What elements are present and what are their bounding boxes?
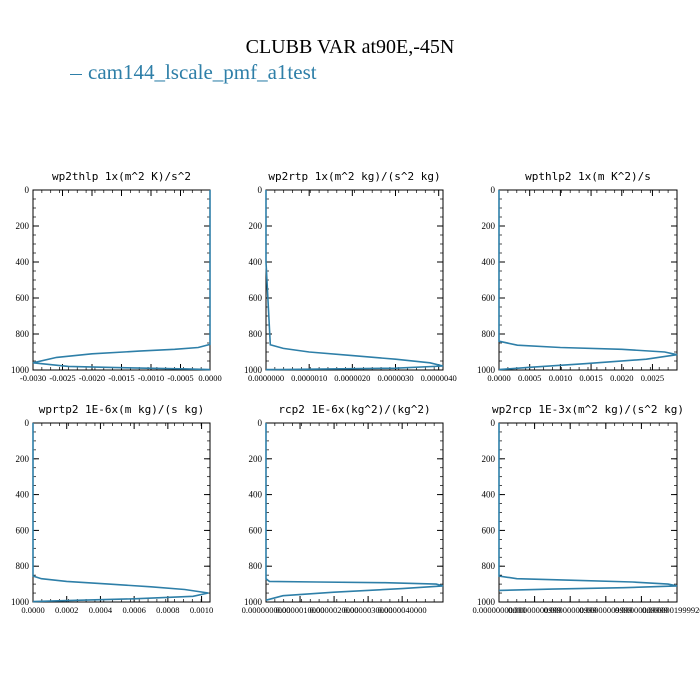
panel-title-3: wpthlp2 1x(m K^2)/s — [525, 170, 651, 183]
panel-frame-2 — [265, 189, 444, 371]
x-tick-label: 0.0000020 — [334, 373, 370, 383]
page-title: CLUBB VAR at90E,-45N — [245, 36, 455, 58]
y-tick-label: 1000 — [244, 365, 263, 375]
legend: cam144_lscale_pmf_a1test — [70, 60, 317, 85]
x-tick-label: 0.0000040 — [421, 373, 457, 383]
y-tick-label: 1000 — [477, 597, 496, 607]
y-tick-label: 200 — [249, 454, 263, 464]
x-tick-label: 0.0008 — [156, 605, 179, 615]
x-tick-label: 0.0000040000 — [378, 605, 427, 615]
series-line-panel-3 — [498, 190, 678, 371]
y-tick-label: 400 — [16, 257, 30, 267]
y-tick-label: 600 — [482, 525, 496, 535]
y-tick-label: 800 — [16, 561, 30, 571]
x-tick-label: 0.00000000999 — [544, 605, 597, 615]
y-tick-label: 800 — [249, 561, 263, 571]
y-tick-label: 400 — [249, 490, 263, 500]
y-tick-label: 600 — [16, 293, 30, 303]
x-tick-label: 0.0006 — [122, 605, 145, 615]
x-tick-label: 0.0010 — [549, 373, 572, 383]
legend-line-swatch — [70, 73, 82, 75]
y-tick-label: 200 — [249, 221, 263, 231]
x-tick-label: 0.00000000999 — [508, 605, 561, 615]
y-tick-label: 0 — [25, 418, 30, 428]
x-tick-label: 0.0000010 — [291, 373, 327, 383]
y-tick-label: 600 — [482, 293, 496, 303]
y-tick-label: 400 — [249, 257, 263, 267]
panel-title-2: wp2rtp 1x(m^2 kg)/(s^2 kg) — [268, 170, 440, 183]
y-tick-label: 1000 — [244, 597, 263, 607]
x-tick-label: -0.0015 — [108, 373, 134, 383]
x-tick-label: 0.0000 — [487, 373, 510, 383]
legend-label: cam144_lscale_pmf_a1test — [88, 60, 317, 84]
y-tick-label: 1000 — [477, 365, 496, 375]
y-tick-label: 800 — [482, 561, 496, 571]
x-tick-label: 0.0000010000 — [276, 605, 325, 615]
x-tick-label: 0.0000000 — [248, 373, 284, 383]
panel-frame-6 — [498, 422, 678, 603]
x-tick-label: 0.00000000000 — [472, 605, 525, 615]
x-tick-label: 0.00000009999 — [579, 605, 632, 615]
y-tick-label: 400 — [482, 257, 496, 267]
x-tick-label: 0.00000009999 — [615, 605, 668, 615]
x-tick-label: 0.0000 — [198, 373, 221, 383]
y-tick-label: 0 — [491, 185, 496, 195]
y-tick-label: 800 — [482, 329, 496, 339]
y-tick-label: 200 — [16, 454, 30, 464]
x-tick-label: 0.0000030 — [377, 373, 413, 383]
x-tick-label: 0.0015 — [579, 373, 602, 383]
x-tick-label: 0.0010 — [190, 605, 213, 615]
y-tick-label: 1000 — [11, 365, 30, 375]
x-tick-label: 0.0000000000 — [242, 605, 291, 615]
panel-frame-4 — [32, 422, 211, 603]
panel-frame-1 — [32, 189, 211, 371]
y-tick-label: 0 — [258, 185, 263, 195]
series-line-panel-1 — [32, 190, 211, 371]
series-line-panel-5 — [265, 423, 444, 601]
x-tick-label: -0.0030 — [20, 373, 46, 383]
x-tick-label: 0.0025 — [641, 373, 664, 383]
panel-title-1: wp2thlp 1x(m^2 K)/s^2 — [52, 170, 191, 183]
y-tick-label: 400 — [16, 490, 30, 500]
x-tick-label: 0.0000030000 — [344, 605, 393, 615]
x-tick-label: 0.0000 — [21, 605, 44, 615]
x-tick-label: -0.0025 — [49, 373, 75, 383]
y-tick-label: 600 — [249, 525, 263, 535]
y-tick-label: 800 — [249, 329, 263, 339]
y-tick-label: 600 — [249, 293, 263, 303]
x-tick-label: 0.0000020000 — [310, 605, 359, 615]
y-tick-label: 0 — [25, 185, 30, 195]
y-tick-label: 400 — [482, 490, 496, 500]
panel-title-6: wp2rcp 1E-3x(m^2 kg)/(s^2 kg) — [492, 403, 684, 416]
x-tick-label: -0.0010 — [138, 373, 164, 383]
x-tick-label: -0.0005 — [167, 373, 193, 383]
x-tick-label: 0.0004 — [89, 605, 113, 615]
x-tick-label: -0.0020 — [79, 373, 105, 383]
y-tick-label: 200 — [16, 221, 30, 231]
panel-frame-5 — [265, 422, 444, 603]
y-tick-label: 200 — [482, 454, 496, 464]
x-tick-label: 0.0020 — [610, 373, 633, 383]
y-tick-label: 0 — [258, 418, 263, 428]
series-line-panel-4 — [32, 423, 209, 603]
panel-frame-3 — [498, 189, 678, 371]
y-tick-label: 800 — [16, 329, 30, 339]
y-tick-label: 1000 — [11, 597, 30, 607]
y-tick-label: 0 — [491, 418, 496, 428]
series-line-panel-2 — [265, 190, 444, 371]
panel-title-5: rcp2 1E-6x(kg^2)/(kg^2) — [278, 403, 430, 416]
panel-title-4: wprtp2 1E-6x(m kg)/(s kg) — [39, 403, 205, 416]
x-tick-label: 0.0005 — [518, 373, 541, 383]
y-tick-label: 200 — [482, 221, 496, 231]
series-line-panel-6 — [498, 423, 678, 592]
x-tick-label: 0.000000199992000 — [642, 605, 700, 615]
x-tick-label: 0.0002 — [55, 605, 78, 615]
y-tick-label: 600 — [16, 525, 30, 535]
